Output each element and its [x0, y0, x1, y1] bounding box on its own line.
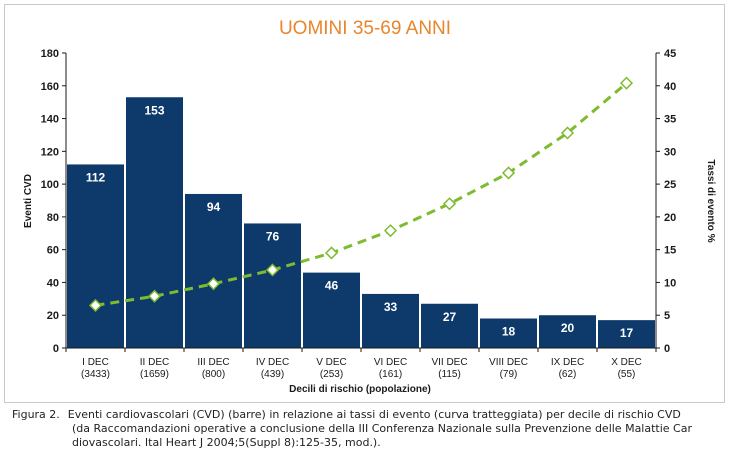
- x-tick-label: IX DEC: [551, 357, 584, 368]
- x-tick-label: I DEC: [82, 357, 109, 368]
- rate-marker: [442, 197, 457, 211]
- bar-value-label: 153: [144, 103, 164, 117]
- rate-marker: [501, 166, 516, 180]
- y-tick-label: 160: [41, 81, 59, 93]
- bar: [67, 164, 124, 348]
- chart: UOMINI 35-69 ANNI 0204060801001201401601…: [23, 18, 716, 395]
- y-tick-label: 40: [47, 277, 59, 289]
- figure-caption: Figura 2. Eventi cardiovascolari (CVD) (b…: [12, 408, 724, 450]
- x-population-label: (439): [261, 369, 284, 380]
- chart-title: UOMINI 35-69 ANNI: [279, 18, 451, 39]
- bar-value-label: 17: [620, 326, 634, 340]
- x-population-label: (161): [379, 369, 402, 380]
- y-tick-label: 100: [41, 179, 59, 191]
- y-tick-label: 80: [47, 212, 59, 224]
- bar-value-label: 112: [86, 170, 106, 184]
- x-tick-label: VII DEC: [431, 357, 467, 368]
- caption-text-1: Eventi cardiovascolari (CVD) (barre) in …: [67, 408, 681, 421]
- y-tick-label: 0: [53, 343, 59, 355]
- rate-marker: [265, 263, 280, 277]
- bar: [126, 97, 183, 348]
- rate-marker: [324, 246, 339, 260]
- y-axis-label: Eventi CVD: [23, 174, 34, 228]
- y2-tick-label: 30: [664, 146, 676, 158]
- bar-value-label: 33: [384, 300, 398, 314]
- bar: [421, 303, 478, 348]
- rate-curve: [95, 82, 628, 307]
- y-tick-label: 140: [41, 114, 59, 126]
- rate-marker: [383, 224, 398, 238]
- bar-value-label: 46: [325, 279, 339, 293]
- bar: [303, 272, 360, 348]
- y2-tick-label: 40: [664, 81, 676, 93]
- x-population-label: (62): [559, 369, 577, 380]
- x-tick-label: X DEC: [611, 357, 642, 368]
- x-population-label: (800): [202, 369, 225, 380]
- x-tick-label: V DEC: [316, 357, 347, 368]
- bar-value-label: 20: [561, 321, 575, 335]
- x-population-label: (55): [618, 369, 636, 380]
- y2-axis-label: Tassi di evento %: [705, 159, 716, 242]
- y-tick-label: 20: [47, 310, 59, 322]
- y2-tick-label: 20: [664, 212, 676, 224]
- caption-label: Figura 2.: [12, 408, 60, 421]
- x-population-label: (3433): [81, 369, 110, 380]
- x-population-label: (115): [438, 369, 461, 380]
- caption-line-1: Figura 2. Eventi cardiovascolari (CVD) (b…: [12, 408, 724, 422]
- bar: [539, 315, 596, 348]
- x-tick-label: IV DEC: [256, 357, 289, 368]
- y2-tick-label: 0: [664, 343, 670, 355]
- bar-value-label: 76: [266, 229, 280, 243]
- bar: [362, 293, 419, 348]
- x-population-label: (1659): [140, 369, 169, 380]
- rate-marker: [619, 76, 634, 90]
- x-axis-label: Decili di rischio (popolazione): [289, 384, 431, 395]
- bar: [480, 318, 537, 348]
- x-population-label: (253): [320, 369, 343, 380]
- bar: [244, 223, 301, 348]
- x-tick-label: VI DEC: [374, 357, 407, 368]
- y-tick-label: 120: [41, 146, 59, 158]
- rate-marker: [88, 298, 103, 312]
- rate-marker: [560, 126, 575, 140]
- y2-tick-label: 25: [664, 179, 676, 191]
- x-tick-label: VIII DEC: [489, 357, 528, 368]
- rate-marker: [147, 289, 162, 303]
- y2-tick-label: 45: [664, 48, 676, 60]
- bar-value-label: 94: [207, 200, 221, 214]
- x-tick-label: II DEC: [140, 357, 169, 368]
- y-tick-label: 180: [41, 48, 59, 60]
- y2-tick-label: 5: [664, 310, 670, 322]
- rate-marker: [206, 277, 221, 291]
- bar: [598, 320, 655, 348]
- caption-line-2: (da Raccomandazioni operative a conclusi…: [72, 422, 692, 435]
- caption-line-3: diovascolari. Ital Heart J 2004;5(Suppl …: [72, 436, 381, 449]
- y2-tick-label: 35: [664, 114, 676, 126]
- bar-value-label: 27: [443, 310, 457, 324]
- y2-tick-label: 10: [664, 277, 676, 289]
- x-tick-label: III DEC: [197, 357, 229, 368]
- y-tick-label: 60: [47, 245, 59, 257]
- bar-value-label: 18: [502, 325, 516, 339]
- x-population-label: (79): [500, 369, 518, 380]
- y2-tick-label: 15: [664, 245, 676, 257]
- bar: [185, 193, 242, 348]
